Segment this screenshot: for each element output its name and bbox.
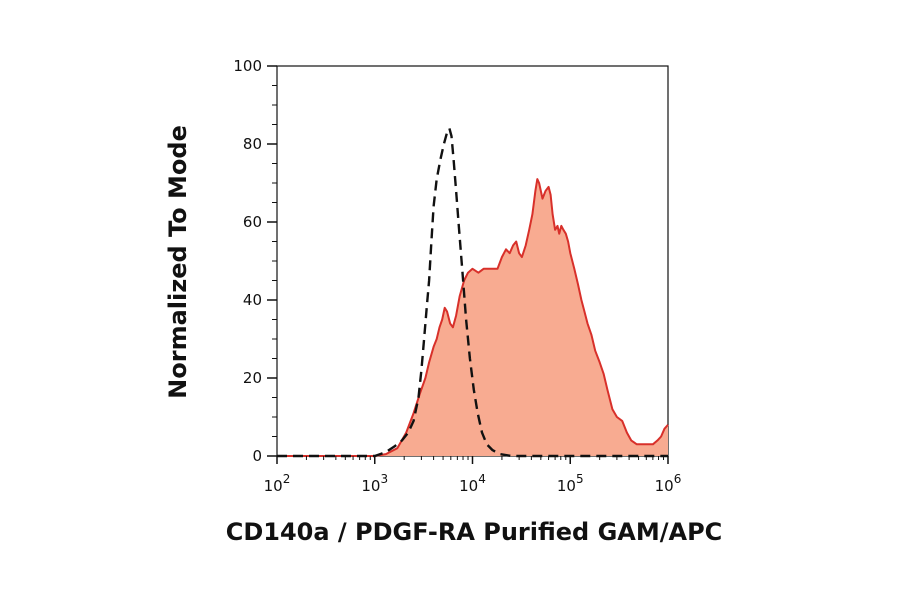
y-tick-label: 100: [233, 57, 262, 75]
y-tick-label: 0: [252, 447, 262, 465]
x-tick-label: 104: [459, 472, 486, 495]
y-axis: 0 20 40 60 80 100: [233, 57, 277, 465]
series-positive-line: [277, 178, 669, 457]
y-axis-title: Normalized To Mode: [164, 125, 192, 399]
y-tick-label: 60: [243, 213, 262, 231]
x-tick-label: 106: [655, 472, 682, 495]
series-positive-fill: [277, 179, 668, 456]
x-axis: 102 103 104 105 106: [264, 456, 682, 495]
plot-area: [276, 65, 669, 458]
x-tick-label: 103: [361, 472, 388, 495]
y-tick-label: 20: [243, 369, 262, 387]
x-axis-title: CD140a / PDGF-RA Purified GAM/APC: [226, 518, 723, 546]
y-tick-label: 80: [243, 135, 262, 153]
series-control-dashed-line: [277, 127, 668, 458]
y-tick-label: 40: [243, 291, 262, 309]
x-tick-label: 105: [557, 472, 584, 495]
x-tick-label: 102: [264, 472, 291, 495]
